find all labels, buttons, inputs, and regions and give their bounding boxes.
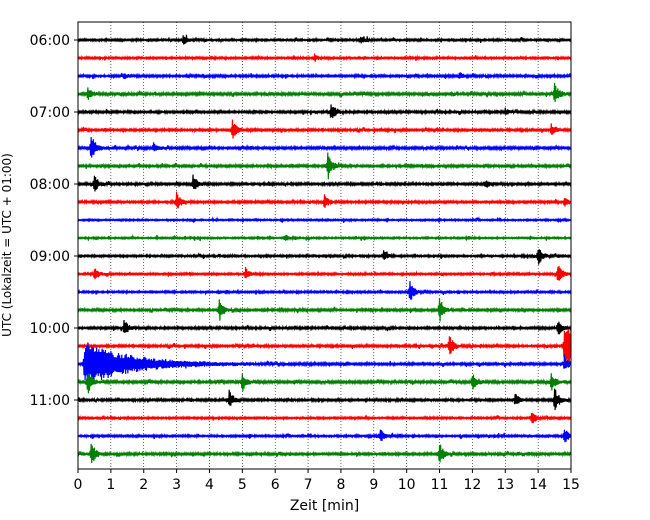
x-tick-label-0: 0 [74, 477, 83, 493]
trace-09:15 [78, 265, 571, 281]
trace-08:00 [78, 174, 571, 192]
x-tick-label-2: 2 [139, 477, 148, 493]
x-tick-label-7: 7 [304, 477, 313, 493]
x-tick-label-11: 11 [431, 477, 449, 493]
trace-07:45 [78, 152, 571, 180]
x-tick-label-14: 14 [529, 477, 547, 493]
trace-11:15 [78, 412, 571, 424]
trace-11:45 [78, 443, 571, 463]
y-tick-label-08:00: 08:00 [30, 177, 70, 193]
x-tick-label-5: 5 [238, 477, 247, 493]
trace-10:45 [78, 373, 571, 394]
y-axis-label: UTC (Lokalzeit = UTC + 01:00) [0, 153, 14, 337]
trace-06:15 [78, 53, 571, 62]
trace-06:30 [78, 72, 571, 80]
trace-10:30 [78, 342, 571, 382]
trace-10:15 [78, 329, 571, 368]
trace-09:30 [78, 281, 571, 300]
x-tick-label-6: 6 [271, 477, 280, 493]
trace-09:45 [78, 298, 571, 322]
y-tick-label-06:00: 06:00 [30, 33, 70, 49]
trace-10:00 [78, 320, 571, 335]
plot-background [78, 22, 571, 469]
plot-frame [77, 21, 572, 470]
trace-07:15 [78, 119, 571, 139]
trace-09:00 [78, 249, 571, 265]
x-tick-label-8: 8 [336, 477, 345, 493]
trace-08:45 [78, 233, 571, 242]
trace-07:00 [78, 104, 571, 119]
trace-08:30 [78, 216, 571, 224]
x-tick-label-9: 9 [369, 477, 378, 493]
x-axis-label: Zeit [min] [290, 498, 359, 514]
x-tick-label-15: 15 [562, 477, 580, 493]
trace-11:00 [78, 388, 571, 411]
y-tick-label-10:00: 10:00 [30, 321, 70, 337]
trace-08:15 [78, 191, 571, 209]
trace-11:30 [78, 429, 571, 443]
x-tick-label-1: 1 [106, 477, 115, 493]
x-tick-label-3: 3 [172, 477, 181, 493]
x-tick-label-4: 4 [205, 477, 214, 493]
x-tick-label-13: 13 [496, 477, 514, 493]
y-tick-label-07:00: 07:00 [30, 105, 70, 121]
trace-07:30 [78, 137, 571, 158]
x-axis-ticks: 0 1 2 3 4 5 6 7 8 9 10 11 12 13 14 15 [74, 469, 580, 493]
grid-lines [110, 22, 539, 469]
x-tick-label-12: 12 [463, 477, 481, 493]
trace-06:00 [78, 34, 571, 45]
y-axis-ticks: 06:00 07:00 08:00 09:00 10:00 11:00 [30, 33, 78, 409]
y-tick-label-11:00: 11:00 [30, 393, 70, 409]
trace-06:45 [78, 82, 571, 102]
seismic-traces [78, 34, 571, 463]
x-tick-label-10: 10 [398, 477, 416, 493]
y-tick-label-09:00: 09:00 [30, 249, 70, 265]
